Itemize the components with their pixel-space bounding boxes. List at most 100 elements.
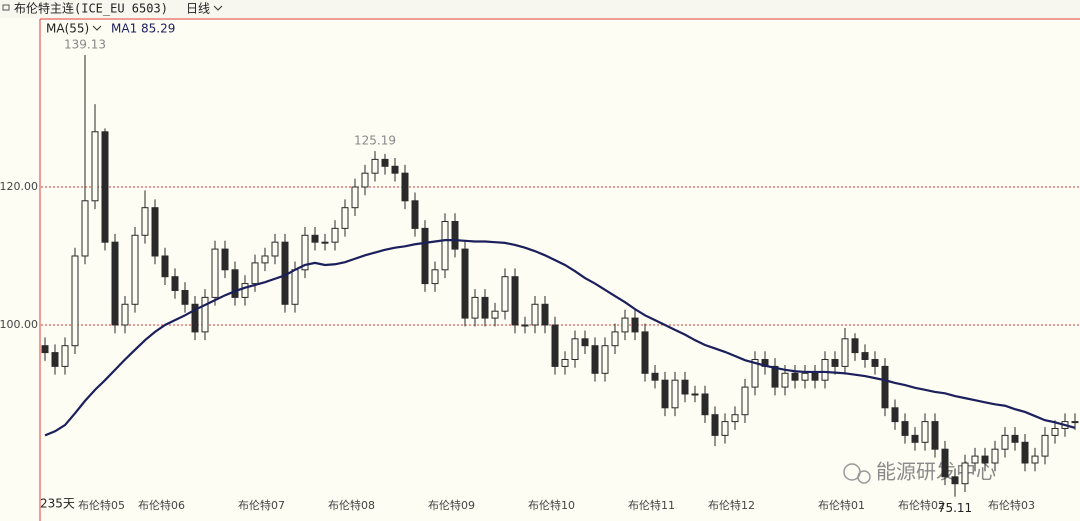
candle-body — [731, 414, 739, 423]
peak-label: 125.19 — [354, 134, 396, 148]
candle-body — [561, 358, 569, 367]
candle-body — [531, 303, 539, 326]
watermark-icon — [857, 470, 871, 484]
x-tick-label: 布伦特12 — [708, 498, 755, 512]
candle-body — [391, 165, 399, 174]
candle-body — [841, 338, 849, 367]
candle-body — [1011, 434, 1019, 443]
candle-body — [591, 345, 599, 374]
candle-body — [511, 276, 519, 326]
candle-body — [1031, 455, 1039, 464]
candle-body — [111, 241, 119, 326]
candle-body — [91, 131, 99, 202]
candle-body — [231, 269, 239, 298]
candle-body — [491, 310, 499, 319]
candle-body — [431, 269, 439, 285]
candle-body — [61, 345, 69, 367]
candle-body — [251, 262, 259, 285]
candle-body — [711, 414, 719, 436]
watermark: 能源研发中心 — [843, 460, 996, 484]
candle-body — [1021, 441, 1029, 464]
candle-body — [501, 276, 509, 312]
candle-body — [481, 296, 489, 319]
candle-body — [971, 455, 979, 464]
candle-body — [421, 227, 429, 285]
candle-body — [541, 303, 549, 326]
candle-body — [951, 476, 959, 485]
candle-body — [201, 296, 209, 333]
candle-body — [151, 207, 159, 257]
candle-body — [101, 131, 109, 243]
candle-body — [351, 186, 359, 209]
candle-body — [621, 317, 629, 333]
candle-body — [931, 421, 939, 450]
ma-line — [44, 239, 1076, 437]
candle-body — [181, 289, 189, 305]
period[interactable]: 日线 — [186, 2, 210, 16]
indicator[interactable]: MA(55) — [46, 22, 89, 36]
candle-body — [461, 248, 469, 319]
candle-body — [521, 324, 529, 327]
candle-body — [121, 303, 129, 326]
candle-body — [661, 379, 669, 409]
candle-body — [331, 227, 339, 243]
candle-body — [41, 345, 49, 354]
candle-body — [171, 276, 179, 291]
x-tick-label: 布伦特11 — [628, 498, 675, 512]
candle-body — [1051, 427, 1059, 436]
x-tick-label: 布伦特06 — [138, 498, 185, 512]
candle-body — [771, 365, 779, 388]
candle-body — [161, 255, 169, 278]
candle-body — [191, 303, 199, 333]
peak-label: 139.13 — [64, 37, 106, 51]
candle-body — [921, 421, 929, 443]
candle-body — [441, 220, 449, 271]
candle-body — [71, 255, 79, 347]
candle-body — [131, 234, 139, 305]
candle-body — [651, 372, 659, 381]
candle-body — [901, 421, 909, 436]
candle-body — [891, 407, 899, 423]
y-tick-label: 120.00 — [0, 180, 38, 193]
candle-body — [81, 200, 89, 257]
candle-body — [401, 172, 409, 202]
candle-body — [821, 358, 829, 381]
candle-body — [301, 234, 309, 271]
chevron — [213, 5, 223, 11]
candle-body — [551, 324, 559, 367]
candle-body — [321, 241, 329, 244]
chevron — [92, 25, 102, 31]
candle-body — [1041, 434, 1049, 457]
candle-body — [631, 317, 639, 333]
candle-body — [1071, 421, 1079, 424]
candle-body — [701, 393, 709, 416]
candle-body — [831, 358, 839, 367]
candle-body — [471, 296, 479, 319]
day-count: 235天 — [40, 497, 75, 511]
candle-body — [1001, 434, 1009, 450]
x-tick-label: 布伦特03 — [988, 498, 1035, 512]
candle-body — [51, 352, 59, 367]
candle-body — [361, 172, 369, 188]
candle-body — [411, 200, 419, 229]
candle-body — [611, 331, 619, 347]
candle-body — [341, 207, 349, 229]
x-tick-label: 布伦特01 — [818, 498, 865, 512]
candle-body — [601, 345, 609, 374]
x-tick-label: 布伦特10 — [528, 498, 575, 512]
candle-body — [801, 372, 809, 381]
candle-body — [241, 283, 249, 298]
candle-body — [871, 358, 879, 367]
candle-body — [291, 269, 299, 305]
candle-body — [671, 379, 679, 409]
trough-label: 75.11 — [938, 501, 972, 515]
candle-body — [221, 248, 229, 271]
candle-body — [991, 448, 999, 464]
candle-body — [451, 220, 459, 250]
candle-body — [581, 338, 589, 347]
candle-body — [911, 434, 919, 443]
candle-body — [211, 248, 219, 298]
symbol-title[interactable]: 布伦特主连(ICE_EU 6503) — [14, 1, 168, 16]
